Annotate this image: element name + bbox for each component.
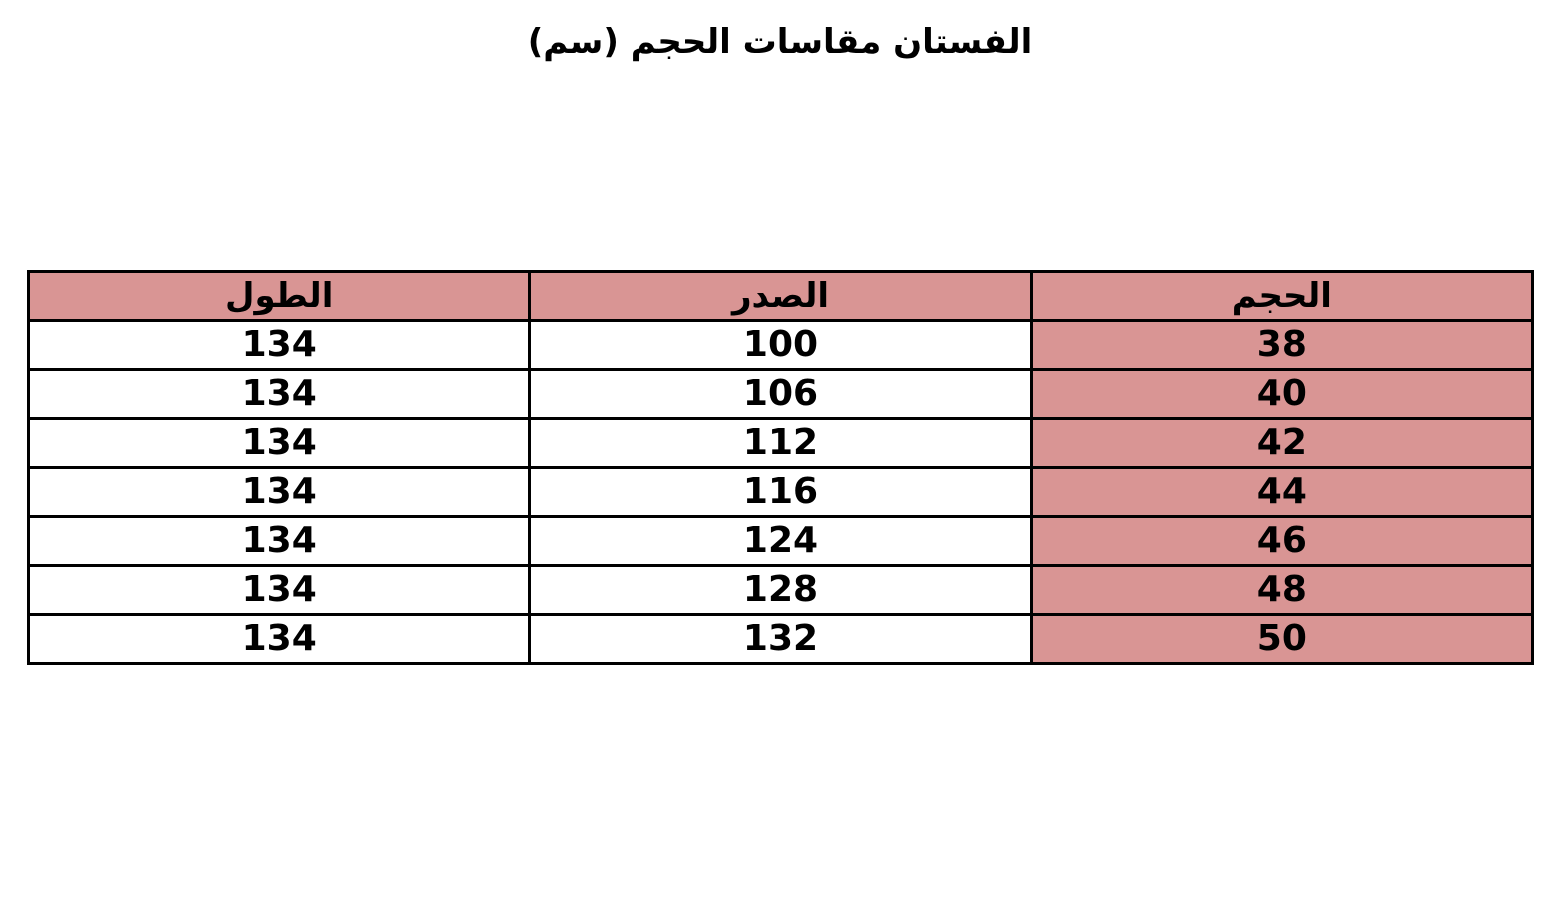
cell-length: 134 — [26, 417, 532, 469]
table-row: 44 116 134 — [26, 466, 1535, 518]
cell-chest: 124 — [528, 515, 1033, 567]
cell-size: 50 — [1029, 613, 1535, 665]
header-chest: الصدر — [528, 270, 1033, 322]
table-row: 40 106 134 — [26, 368, 1535, 420]
cell-length: 134 — [26, 515, 532, 567]
cell-chest: 132 — [528, 613, 1033, 665]
header-size: الحجم — [1029, 270, 1535, 322]
cell-length: 134 — [26, 613, 532, 665]
cell-size: 42 — [1029, 417, 1535, 469]
cell-chest: 106 — [528, 368, 1033, 420]
header-row: الحجم الصدر الطول — [26, 270, 1535, 322]
table-row: 48 128 134 — [26, 564, 1535, 616]
cell-size: 46 — [1029, 515, 1535, 567]
table-row: 38 100 134 — [26, 319, 1535, 371]
cell-length: 134 — [26, 466, 532, 518]
table-row: 50 132 134 — [26, 613, 1535, 665]
cell-chest: 128 — [528, 564, 1033, 616]
header-length: الطول — [26, 270, 532, 322]
cell-size: 48 — [1029, 564, 1535, 616]
size-chart-table: الحجم الصدر الطول 38 100 134 40 106 134 42 112 1… — [26, 270, 1535, 665]
table-title: الفستان مقاسات الحجم (سم) — [527, 22, 1033, 62]
cell-size: 44 — [1029, 466, 1535, 518]
cell-size: 38 — [1029, 319, 1535, 371]
cell-size: 40 — [1029, 368, 1535, 420]
table-row: 46 124 134 — [26, 515, 1535, 567]
cell-length: 134 — [26, 319, 532, 371]
table-row: 42 112 134 — [26, 417, 1535, 469]
cell-chest: 100 — [528, 319, 1033, 371]
cell-chest: 116 — [528, 466, 1033, 518]
cell-length: 134 — [26, 564, 532, 616]
cell-chest: 112 — [528, 417, 1033, 469]
cell-length: 134 — [26, 368, 532, 420]
